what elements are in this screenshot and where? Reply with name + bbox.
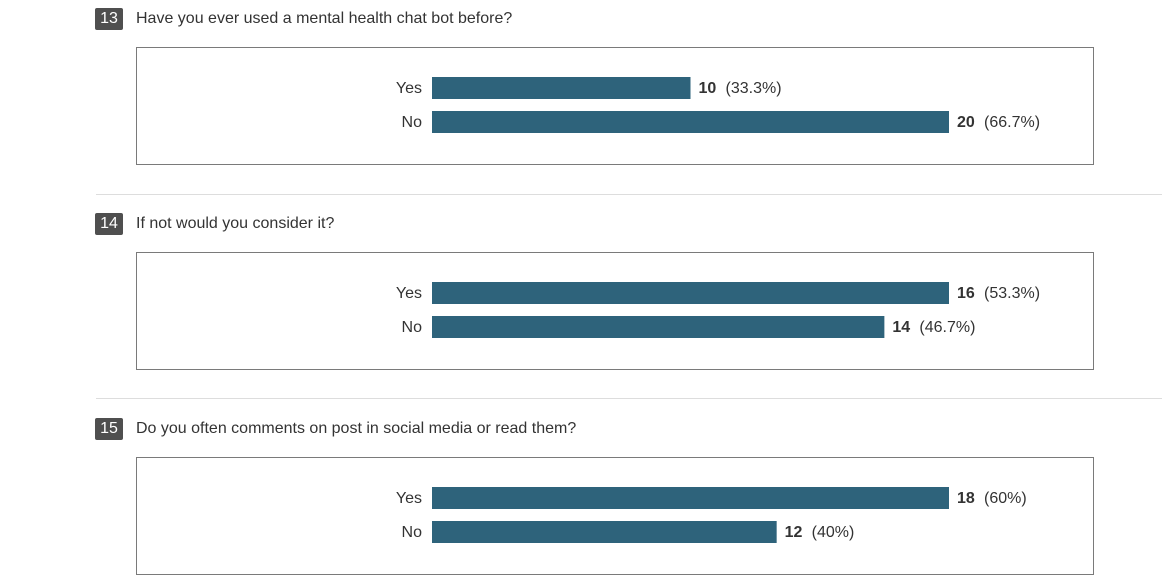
percent-label: (60%) xyxy=(984,490,1027,507)
category-label: Yes xyxy=(396,490,422,507)
question-header: 15 Do you often comments on post in soci… xyxy=(95,417,576,441)
question-number-badge: 14 xyxy=(95,213,123,235)
bar-chart: Yes 18 (60%) No 12 (40%) xyxy=(396,487,1027,543)
bar xyxy=(432,282,949,304)
chart-panel: Yes 16 (53.3%) No 14 (46.7%) xyxy=(136,252,1094,370)
bar-chart: Yes 16 (53.3%) No 14 (46.7%) xyxy=(396,282,1040,338)
question-header: 13 Have you ever used a mental health ch… xyxy=(95,7,512,31)
value-label: 12 xyxy=(785,524,803,541)
category-label: No xyxy=(402,319,423,336)
percent-label: (53.3%) xyxy=(984,285,1040,302)
value-label: 18 xyxy=(957,490,975,507)
percent-label: (33.3%) xyxy=(726,80,782,97)
value-label: 10 xyxy=(699,80,717,97)
chart-panel: Yes 18 (60%) No 12 (40%) xyxy=(136,457,1094,575)
chart-panel: Yes 10 (33.3%) No 20 (66.7%) xyxy=(136,47,1094,165)
bar xyxy=(432,316,885,338)
question-title: Have you ever used a mental health chat … xyxy=(136,10,513,27)
category-label: No xyxy=(402,114,423,131)
bar xyxy=(432,111,949,133)
bar xyxy=(432,77,691,99)
percent-label: (40%) xyxy=(812,524,855,541)
value-label: 16 xyxy=(957,285,975,302)
value-label: 20 xyxy=(957,114,975,131)
bar xyxy=(432,487,949,509)
percent-label: (46.7%) xyxy=(919,319,975,336)
section-divider xyxy=(96,398,1162,399)
percent-label: (66.7%) xyxy=(984,114,1040,131)
category-label: No xyxy=(402,524,423,541)
question-title: Do you often comments on post in social … xyxy=(136,420,577,437)
value-label: 14 xyxy=(892,319,910,336)
bar xyxy=(432,521,777,543)
question-title: If not would you consider it? xyxy=(136,215,335,232)
section-divider xyxy=(96,194,1162,195)
category-label: Yes xyxy=(396,80,422,97)
bar-chart: Yes 10 (33.3%) No 20 (66.7%) xyxy=(396,77,1040,133)
question-number-badge: 13 xyxy=(95,8,123,30)
question-header: 14 If not would you consider it? xyxy=(95,212,334,236)
category-label: Yes xyxy=(396,285,422,302)
question-number-badge: 15 xyxy=(95,418,123,440)
